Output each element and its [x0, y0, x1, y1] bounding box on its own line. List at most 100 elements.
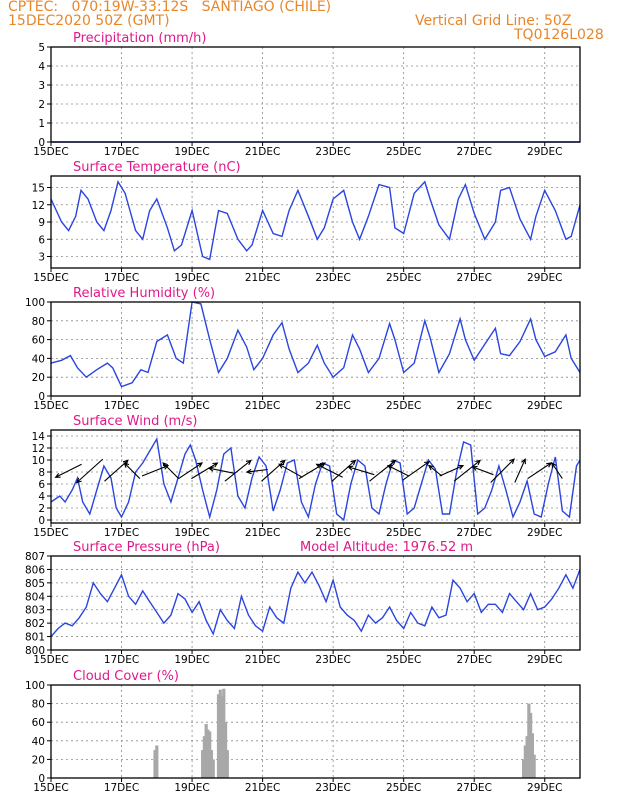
y-tick-label: 2	[38, 99, 45, 111]
x-tick-label: 29DEC	[527, 782, 562, 794]
x-tick-label: 19DEC	[174, 654, 209, 666]
panel-title: Cloud Cover (%)	[73, 669, 179, 684]
x-tick-label: 15DEC	[33, 146, 68, 158]
y-tick-label: 9	[38, 217, 45, 229]
panel-frame	[50, 429, 581, 524]
cloud-cover-bar	[218, 689, 222, 778]
x-tick-label: 15DEC	[33, 400, 68, 412]
wind-arrow-icon	[527, 462, 553, 480]
x-tick-label: 23DEC	[315, 782, 350, 794]
y-tick-label: 10	[32, 455, 45, 467]
y-tick-label: 1	[38, 118, 45, 130]
x-tick-label: 17DEC	[104, 527, 139, 539]
y-tick-label: 3	[38, 80, 45, 92]
y-tick-label: 40	[32, 353, 45, 365]
wind-arrow-icon	[298, 462, 327, 480]
cloud-cover-bar	[155, 745, 159, 778]
x-tick-label: 27DEC	[456, 272, 491, 284]
x-tick-label: 19DEC	[174, 400, 209, 412]
header-grid-line: Vertical Grid Line: 50Z	[415, 13, 572, 29]
x-tick-label: 29DEC	[527, 146, 562, 158]
x-tick-label: 29DEC	[527, 400, 562, 412]
wind-arrow-icon	[191, 462, 219, 480]
y-tick-label: 804	[25, 591, 45, 603]
x-tick-label: 21DEC	[245, 400, 280, 412]
cloud-cover-bar	[216, 694, 221, 778]
cloud-cover-bar	[206, 729, 210, 778]
wind-arrow-icon	[54, 463, 82, 478]
cloud-cover-bar	[223, 722, 228, 778]
cloud-cover-bar	[521, 759, 526, 778]
model-altitude-label: Model Altitude: 1976.52 m	[300, 540, 473, 555]
x-tick-label: 21DEC	[245, 782, 280, 794]
y-tick-label: 6	[38, 479, 45, 491]
cloud-cover-bar	[525, 736, 529, 778]
cloud-cover-bar	[204, 724, 208, 778]
x-tick-label: 19DEC	[174, 527, 209, 539]
panel-frame	[50, 684, 581, 779]
y-tick-label: 80	[32, 699, 45, 711]
y-tick-label: 5	[38, 42, 45, 54]
x-tick-label: 19DEC	[174, 272, 209, 284]
y-tick-label: 3	[38, 252, 45, 264]
panel-frame	[50, 301, 581, 397]
wind-arrow-icon	[162, 462, 180, 479]
cloud-cover-bar	[523, 745, 527, 778]
x-tick-label: 17DEC	[104, 272, 139, 284]
x-tick-label: 15DEC	[33, 527, 68, 539]
panel-title: Surface Pressure (hPa)	[73, 540, 220, 555]
y-tick-label: 0	[38, 773, 45, 785]
wind-arrow-icon	[207, 466, 236, 474]
y-tick-label: 2	[38, 503, 45, 515]
y-tick-label: 8	[38, 467, 45, 479]
panel-title: Surface Temperature (nC)	[73, 160, 241, 175]
y-tick-label: 12	[32, 443, 45, 455]
y-tick-label: 100	[25, 680, 45, 692]
cloud-cover-bar	[201, 750, 205, 778]
x-tick-label: 23DEC	[315, 272, 350, 284]
panel-frame	[50, 555, 581, 651]
series-line-relative_humidity	[50, 301, 581, 388]
x-tick-label: 29DEC	[527, 654, 562, 666]
y-tick-label: 801	[25, 632, 45, 644]
cloud-cover-bar	[225, 750, 229, 778]
x-tick-label: 21DEC	[245, 146, 280, 158]
x-tick-label: 17DEC	[104, 400, 139, 412]
cloud-cover-bar	[527, 703, 531, 778]
x-tick-label: 27DEC	[456, 527, 491, 539]
header-datetime: 15DEC2020 50Z (GMT)	[8, 13, 170, 29]
y-tick-label: 20	[32, 372, 45, 384]
wind-arrow-icon	[453, 459, 482, 482]
series-line-surface_pressure	[50, 569, 581, 638]
x-tick-label: 19DEC	[174, 146, 209, 158]
wind-arrow-icon	[245, 468, 268, 475]
x-tick-label: 29DEC	[527, 272, 562, 284]
x-tick-label: 21DEC	[245, 654, 280, 666]
wind-arrow-icon	[123, 462, 141, 479]
cloud-cover-bar	[222, 688, 226, 778]
cloud-cover-bar	[530, 733, 534, 778]
x-tick-label: 25DEC	[386, 782, 421, 794]
x-tick-label: 23DEC	[315, 527, 350, 539]
wind-arrow-icon	[178, 462, 204, 480]
cloud-cover-bar	[153, 750, 157, 778]
wind-arrow-icon	[402, 460, 431, 481]
y-tick-label: 0	[38, 137, 45, 149]
x-tick-label: 25DEC	[386, 654, 421, 666]
y-tick-label: 60	[32, 717, 45, 729]
x-tick-label: 19DEC	[174, 782, 209, 794]
panel-frame	[50, 46, 581, 143]
x-tick-label: 29DEC	[527, 527, 562, 539]
wind-arrow-icon	[369, 459, 397, 482]
series-line-surface_temperature	[50, 180, 581, 261]
header-model-id: TQ0126L028	[514, 27, 604, 43]
y-tick-label: 0	[38, 515, 45, 527]
y-tick-label: 0	[38, 391, 45, 403]
cloud-cover-bar	[529, 712, 533, 778]
y-tick-label: 80	[32, 316, 45, 328]
cloud-cover-bar	[211, 759, 215, 778]
wind-arrow-icon	[277, 463, 303, 478]
y-tick-label: 14	[32, 431, 46, 443]
y-tick-label: 60	[32, 335, 45, 347]
